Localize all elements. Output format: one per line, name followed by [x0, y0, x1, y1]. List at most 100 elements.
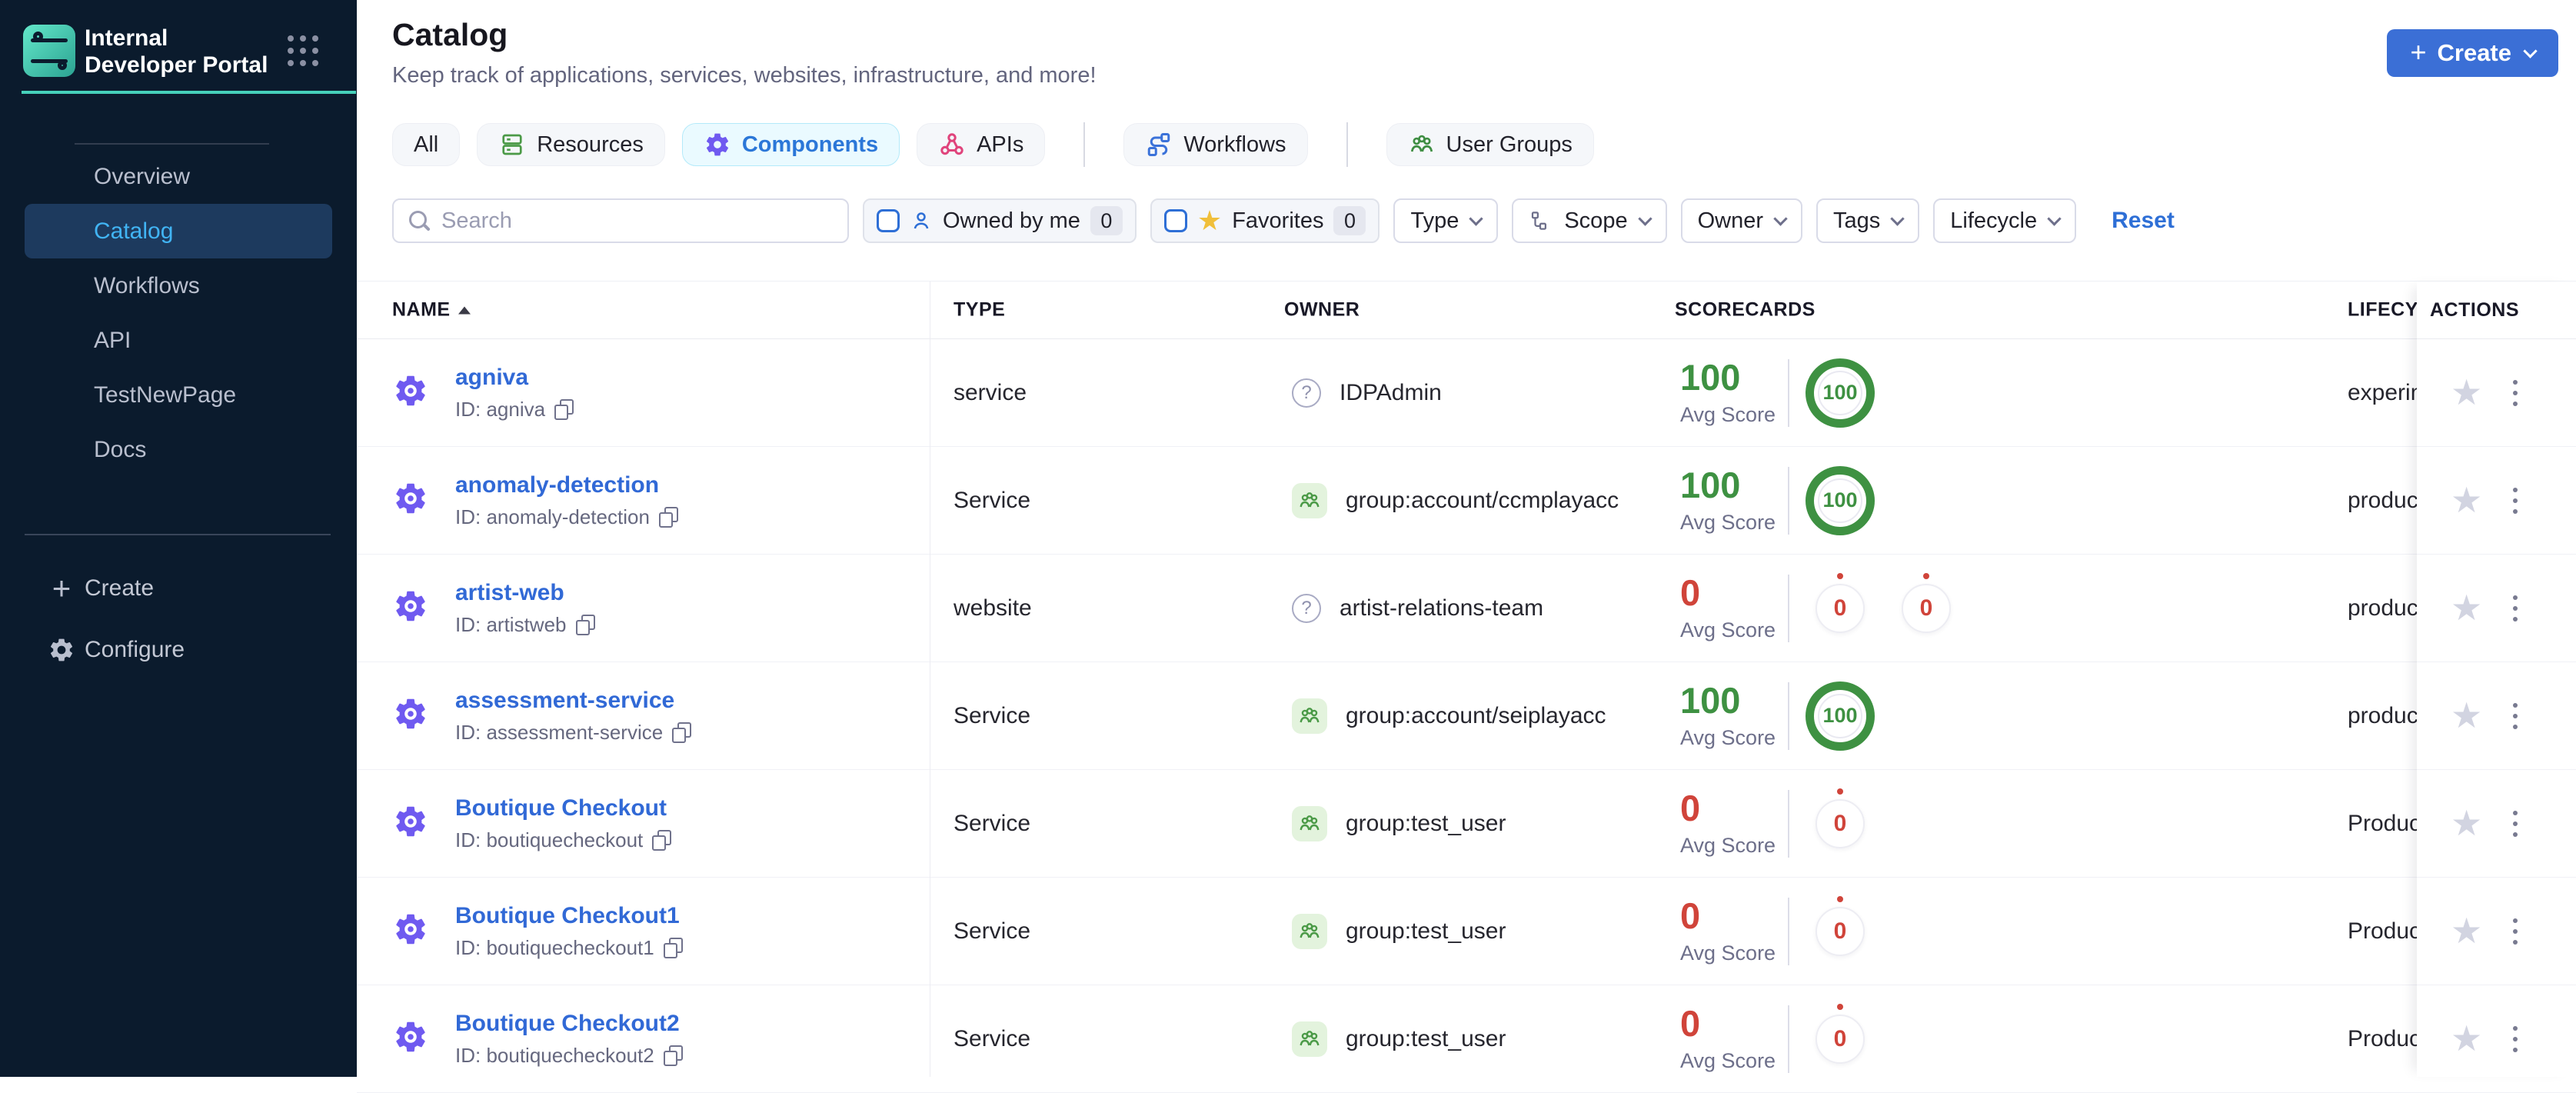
avg-score-value: 100 [1680, 357, 1741, 398]
scorecard-badge[interactable]: 100 [1806, 681, 1875, 751]
owned-by-me-checkbox[interactable] [877, 209, 900, 232]
sidebar-configure-button[interactable]: Configure [0, 623, 357, 677]
scorecard-badge[interactable]: 0 [1806, 1003, 1875, 1074]
avg-score-label: Avg Score [1680, 1049, 1776, 1072]
entity-name-link[interactable]: Boutique Checkout1 [455, 902, 680, 928]
progress-start-dot [1837, 1003, 1843, 1010]
favorite-star-icon[interactable]: ★ [2451, 1018, 2483, 1058]
tab-components[interactable]: Components [681, 123, 900, 166]
apps-grid-icon[interactable] [288, 35, 320, 68]
favorite-star-icon[interactable]: ★ [2451, 587, 2483, 628]
avg-score-label: Avg Score [1680, 511, 1776, 534]
copy-icon[interactable] [652, 829, 672, 851]
filter-dropdown-tags[interactable]: Tags [1816, 198, 1920, 243]
table-row: Boutique Checkout ID: boutiquecheckout S… [357, 770, 2576, 878]
app-title: Internal Developer Portal [85, 25, 268, 78]
actions-cell: ★ [2417, 447, 2576, 555]
favorite-star-icon[interactable]: ★ [2451, 910, 2483, 951]
favorites-filter[interactable]: ★ Favorites 0 [1150, 198, 1380, 243]
scorecard-badge[interactable]: 0 [1806, 788, 1875, 858]
entity-name-link[interactable]: agniva [455, 364, 529, 390]
copy-icon[interactable] [663, 1045, 683, 1066]
dropdown-label: Type [1410, 208, 1459, 233]
entity-name-link[interactable]: Boutique Checkout2 [455, 1010, 680, 1036]
actions-cell: ★ [2417, 770, 2576, 878]
score-divider [1788, 897, 1789, 965]
sidebar-item-api[interactable]: API [94, 327, 131, 353]
favorites-count: 0 [1333, 206, 1366, 235]
tab-resources[interactable]: Resources [477, 123, 665, 166]
copy-icon[interactable] [663, 937, 683, 958]
kebab-menu-icon[interactable] [2508, 914, 2522, 949]
tab-label: Workflows [1183, 132, 1286, 157]
sidebar-item-workflows[interactable]: Workflows [94, 272, 200, 298]
filter-dropdown-owner[interactable]: Owner [1680, 198, 1802, 243]
column-header-name[interactable]: NAME [392, 299, 471, 322]
copy-icon[interactable] [575, 614, 595, 635]
favorite-star-icon[interactable]: ★ [2451, 695, 2483, 735]
unknown-user-icon: ? [1292, 378, 1321, 408]
tab-divider [1346, 122, 1348, 167]
sidebar-item-docs[interactable]: Docs [94, 436, 147, 462]
kebab-menu-icon[interactable] [2508, 375, 2522, 411]
entity-id: ID: boutiquecheckout1 [455, 935, 654, 959]
sidebar-create-button[interactable]: + Create [0, 561, 357, 615]
group-owner-icon [1292, 482, 1327, 518]
search-input[interactable] [441, 208, 834, 234]
owner-name: artist-relations-team [1340, 595, 1544, 621]
copy-icon[interactable] [554, 398, 574, 420]
scorecard-badges: 100 [1806, 681, 1875, 751]
filter-dropdown-lifecycle[interactable]: Lifecycle [1933, 198, 2077, 243]
scorecards-cell: 100 Avg Score 100 [1680, 358, 1875, 428]
avg-score-label: Avg Score [1680, 726, 1776, 749]
kebab-menu-icon[interactable] [2508, 483, 2522, 518]
favorites-checkbox[interactable] [1163, 209, 1187, 232]
entity-name-link[interactable]: assessment-service [455, 687, 675, 713]
kebab-menu-icon[interactable] [2508, 1021, 2522, 1057]
chevron-down-icon [1469, 211, 1484, 226]
entity-id: ID: anomaly-detection [455, 505, 650, 528]
type-value: Service [954, 702, 1031, 728]
resources-icon [498, 131, 526, 158]
score-divider [1788, 574, 1789, 642]
filter-dropdown-scope[interactable]: Scope [1512, 198, 1667, 243]
scorecard-badge[interactable]: 0 [1806, 895, 1875, 966]
page-subtitle: Keep track of applications, services, we… [392, 63, 1097, 88]
tab-apis[interactable]: APIs [917, 123, 1046, 166]
entity-name-link[interactable]: Boutique Checkout [455, 795, 667, 821]
owned-by-me-filter[interactable]: Owned by me 0 [863, 198, 1137, 243]
owner-name: group:account/seiplayacc [1346, 702, 1606, 728]
tab-user-groups[interactable]: User Groups [1386, 123, 1594, 166]
app-logo [23, 25, 75, 77]
sidebar-item-catalog[interactable]: Catalog [25, 204, 332, 258]
sidebar-item-testnewpage[interactable]: TestNewPage [94, 382, 237, 408]
tab-workflows[interactable]: Workflows [1123, 123, 1308, 166]
copy-icon[interactable] [658, 506, 678, 528]
kebab-menu-icon[interactable] [2508, 806, 2522, 841]
sidebar-item-overview[interactable]: Overview [94, 163, 191, 189]
component-gear-icon [392, 588, 429, 628]
tab-divider [1083, 122, 1086, 167]
entity-name-link[interactable]: artist-web [455, 579, 564, 605]
favorite-star-icon[interactable]: ★ [2451, 802, 2483, 843]
scorecard-badge[interactable]: 0 [1806, 572, 1875, 643]
favorite-star-icon[interactable]: ★ [2451, 479, 2483, 520]
scorecard-badge[interactable]: 100 [1806, 465, 1875, 535]
copy-icon[interactable] [672, 721, 692, 743]
reset-filters-link[interactable]: Reset [2112, 208, 2175, 233]
favorite-star-icon[interactable]: ★ [2451, 372, 2483, 412]
search-box[interactable] [392, 198, 849, 243]
type-value: Service [954, 918, 1031, 944]
scope-icon [1529, 209, 1552, 232]
filter-dropdown-type[interactable]: Type [1393, 198, 1499, 243]
kebab-menu-icon[interactable] [2508, 698, 2522, 734]
kebab-menu-icon[interactable] [2508, 591, 2522, 626]
tab-all[interactable]: All [392, 123, 461, 166]
create-button[interactable]: + Create [2387, 29, 2558, 77]
scorecard-badge[interactable]: 100 [1806, 358, 1875, 428]
entity-name-link[interactable]: anomaly-detection [455, 472, 660, 498]
scorecard-badge[interactable]: 0 [1892, 572, 1961, 643]
table-row: anomaly-detection ID: anomaly-detection … [357, 447, 2576, 555]
table-row: agniva ID: agniva service ? IDPAdmin 100… [357, 339, 2576, 447]
apis-icon [938, 131, 966, 158]
